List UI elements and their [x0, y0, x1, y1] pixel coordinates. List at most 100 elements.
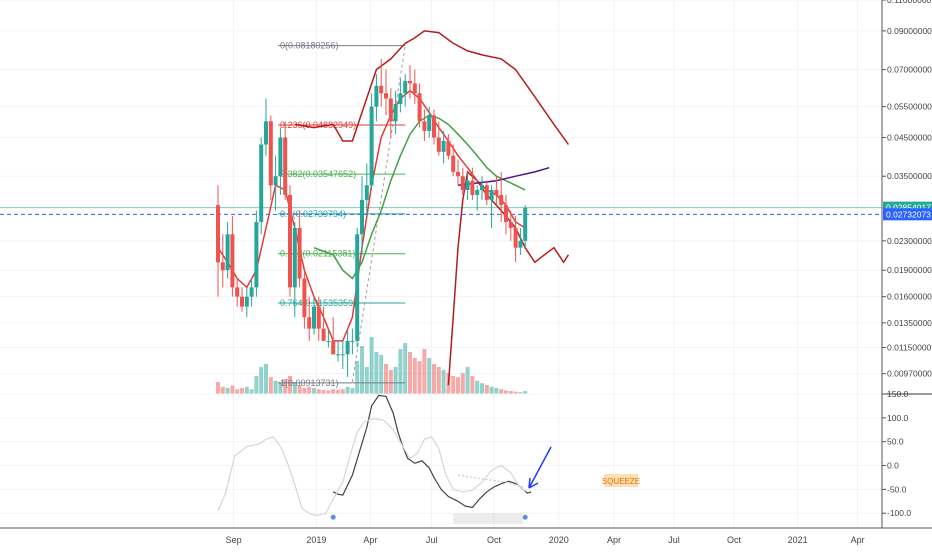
osc-tick-label: 100.0	[887, 413, 909, 423]
candle	[254, 210, 259, 297]
candle-body	[393, 103, 398, 122]
candle	[484, 180, 489, 206]
candle	[244, 287, 249, 318]
candle	[225, 221, 230, 279]
candle	[288, 185, 292, 297]
candle-body	[436, 137, 441, 152]
candle-body	[417, 93, 422, 122]
volume-bar	[403, 343, 408, 394]
candle	[417, 83, 422, 128]
candle-body	[374, 85, 379, 107]
volume-bar	[326, 390, 331, 394]
osc-tick-label: 150.0	[887, 389, 909, 399]
candle	[249, 278, 254, 307]
fib-diagonal	[351, 45, 406, 382]
candle	[297, 210, 302, 288]
candle	[230, 216, 235, 297]
candle-body	[470, 180, 475, 195]
candle	[504, 194, 508, 235]
candle-body	[321, 328, 326, 341]
volume-bar	[292, 382, 297, 394]
candle	[336, 340, 340, 362]
candle-body	[480, 185, 484, 191]
candle-body	[384, 93, 388, 99]
candle	[422, 109, 427, 142]
candle	[240, 287, 244, 312]
price-tick-label: 0.07000000	[887, 65, 932, 75]
volume-bar	[504, 390, 508, 394]
candle-body	[360, 199, 364, 235]
volume-bar	[494, 388, 499, 394]
fib-level-label: 1(0.00913731)	[280, 378, 339, 388]
candle	[268, 115, 273, 200]
candle-body	[369, 106, 374, 186]
indicator-lines	[0, 30, 882, 386]
candle-body	[504, 205, 508, 222]
volume-bar	[235, 389, 240, 394]
candle	[518, 227, 523, 255]
time-tick-label: Apr	[607, 535, 621, 545]
candle	[499, 171, 504, 222]
osc-tick-label: 0.0	[887, 461, 899, 471]
candle-body	[249, 287, 254, 297]
candle	[412, 69, 417, 104]
candle	[321, 306, 326, 341]
candle-body	[403, 80, 408, 94]
volume-bar	[417, 361, 422, 394]
volume-bar	[259, 367, 264, 394]
candle	[403, 74, 408, 107]
candle-body	[427, 115, 432, 131]
volume-bar	[297, 385, 302, 394]
price-tick-label: 0.01150000	[887, 342, 932, 352]
candle	[340, 340, 345, 369]
candle	[278, 127, 283, 195]
candle-body	[513, 227, 518, 248]
candle	[480, 176, 484, 200]
candle-body	[460, 176, 465, 191]
candle	[345, 328, 350, 377]
arrow-shaft	[528, 446, 552, 489]
volume-bar	[336, 389, 340, 394]
volume-bar	[422, 349, 427, 394]
volume-bar	[523, 391, 528, 394]
volume-bar	[288, 376, 292, 394]
candle	[513, 216, 518, 263]
candle	[374, 74, 379, 122]
candle-body	[379, 85, 384, 94]
price-tick-label: 0.05500000	[887, 102, 932, 112]
candle-body	[475, 190, 480, 195]
candle	[302, 270, 307, 329]
candle-body	[451, 155, 456, 172]
fib-retracement: 0(0.08180256) 0.236(0.04882949) 0.382(0.03…	[278, 41, 406, 388]
volume-bar	[460, 373, 465, 394]
squeeze-band	[453, 513, 523, 524]
candle	[508, 210, 513, 241]
candle-body	[216, 205, 220, 263]
volume-bar	[484, 385, 489, 394]
volume-bar	[470, 376, 475, 394]
squeeze-label-bg	[604, 474, 638, 487]
price-tick-label: 0.11000000	[887, 0, 932, 5]
oscillator-pane: SQUEEZE	[0, 393, 932, 524]
volume-bar	[364, 367, 369, 394]
volume-bar	[249, 389, 254, 394]
volume-bar	[441, 370, 446, 394]
price-tick-label: 0.04500000	[887, 133, 932, 143]
candle-body	[518, 240, 523, 248]
candle-body	[364, 185, 369, 200]
candle	[470, 167, 475, 200]
price-tag-label: 0.02732073	[886, 209, 931, 219]
price-tag-label: 0.02854017	[886, 203, 931, 213]
candle	[307, 296, 312, 341]
time-tick-label: Jul	[668, 535, 680, 545]
indicator-lower_band	[447, 170, 570, 386]
volume-bar	[384, 364, 388, 394]
candle	[460, 167, 465, 195]
candle	[364, 163, 369, 217]
candle	[489, 185, 494, 228]
candle	[523, 205, 528, 248]
candle	[235, 278, 240, 307]
